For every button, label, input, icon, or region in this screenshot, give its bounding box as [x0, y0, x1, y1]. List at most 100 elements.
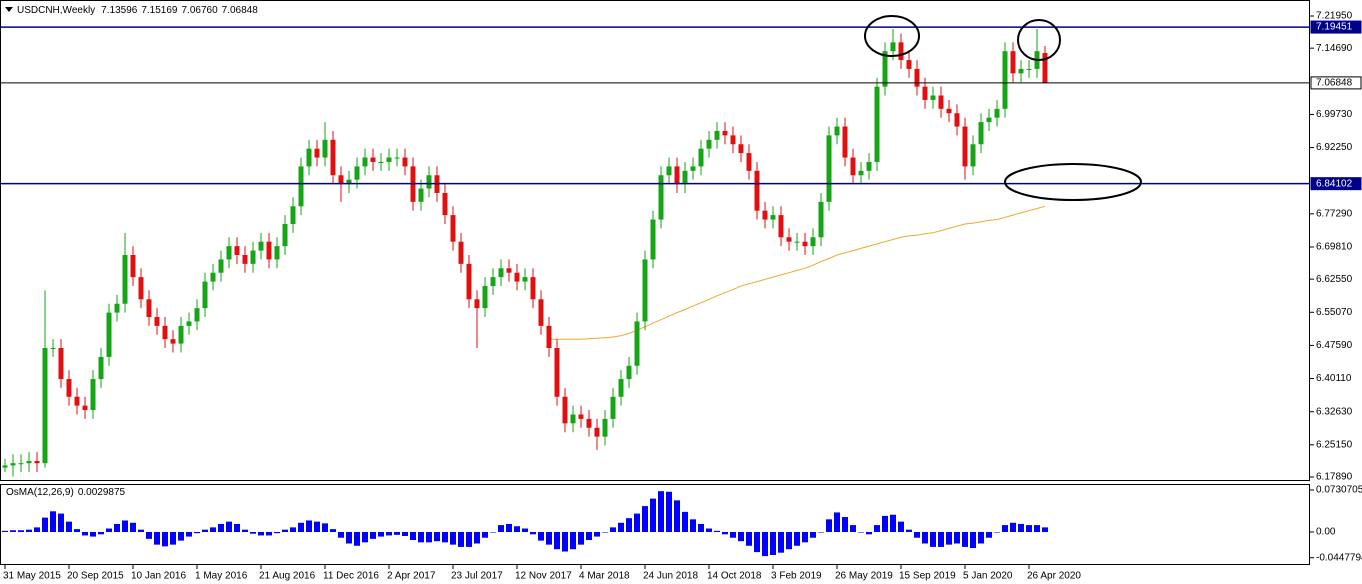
- candle-body: [586, 418, 592, 428]
- candle-body: [690, 166, 696, 171]
- ohlc-close: 7.06848: [222, 5, 259, 16]
- osma-bar: [1002, 525, 1008, 532]
- candle-body: [666, 166, 672, 176]
- candle-body: [906, 60, 912, 69]
- candle-body: [394, 157, 400, 159]
- candle-body: [466, 263, 472, 300]
- candle-body: [1042, 53, 1048, 83]
- osma-bar: [362, 531, 368, 543]
- osma-bar: [82, 531, 88, 536]
- osma-bar: [730, 531, 736, 538]
- osma-bar: [58, 513, 64, 532]
- candle-body: [914, 68, 920, 87]
- osma-bar: [314, 521, 320, 532]
- candle-body: [522, 277, 528, 282]
- candle-body: [842, 126, 848, 158]
- symbol: USDCNH,Weekly: [17, 5, 95, 16]
- candle-body: [1002, 51, 1008, 109]
- osma-bar: [146, 531, 152, 539]
- candle-body: [138, 277, 144, 300]
- osma-bar: [74, 529, 80, 532]
- candle-body: [282, 223, 288, 247]
- y-tick-label: 6.17890: [1316, 472, 1353, 483]
- osma-header: OsMA(12,26,9) 0.0029875: [6, 487, 126, 498]
- osma-bar: [322, 523, 328, 532]
- osma-bar: [178, 531, 184, 541]
- osma-bar: [106, 528, 112, 532]
- level-tag: [1310, 76, 1362, 90]
- osma-bar: [842, 517, 848, 532]
- x-tick-label: 23 Jul 2017: [451, 571, 503, 582]
- x-tick-label: 24 Jun 2018: [643, 571, 698, 582]
- osma-last: 0.0029875: [78, 487, 126, 498]
- candle-body: [354, 166, 360, 180]
- candle-body: [346, 179, 352, 185]
- candle-body: [978, 122, 984, 145]
- osma-bar: [714, 530, 720, 532]
- candle-body: [706, 139, 712, 149]
- menu-arrow[interactable]: [5, 7, 13, 12]
- candle-body: [66, 379, 72, 397]
- osma-bar: [658, 491, 664, 532]
- candle-body: [202, 281, 208, 309]
- osma-bar: [858, 531, 864, 533]
- candle-body: [730, 135, 736, 145]
- candle-body: [82, 405, 88, 411]
- level-label: 7.19451: [1316, 22, 1353, 33]
- osma-bar: [602, 531, 608, 533]
- candle-body: [866, 161, 872, 171]
- candle-body: [450, 215, 456, 242]
- osma-bar: [810, 531, 816, 538]
- osma-bar: [922, 531, 928, 544]
- osma-bar: [274, 531, 280, 534]
- osma-bar: [186, 531, 192, 537]
- osma-bar: [546, 531, 552, 545]
- candle-body: [610, 396, 616, 419]
- candle-body: [178, 325, 184, 344]
- candle-body: [114, 303, 120, 313]
- candle-body: [714, 130, 720, 140]
- osma-bar: [42, 517, 48, 532]
- candle-body: [538, 299, 544, 326]
- osma-bar: [202, 529, 208, 532]
- candle-body: [290, 206, 296, 224]
- candle-body: [322, 139, 328, 158]
- candle-body: [570, 414, 576, 424]
- osma-bar: [130, 522, 136, 532]
- osma-bar: [250, 531, 256, 534]
- y-tick-label: 6.25150: [1316, 439, 1353, 450]
- osma-bar: [10, 530, 16, 532]
- osma-bar: [410, 531, 416, 541]
- candle-body: [634, 321, 640, 366]
- candle-body: [490, 277, 496, 287]
- candle-body: [154, 317, 160, 326]
- osma-bar: [970, 531, 976, 549]
- candle-body: [850, 157, 856, 176]
- x-tick-label: 5 Jan 2020: [963, 571, 1013, 582]
- candle-body: [962, 126, 968, 167]
- osma-bar: [866, 531, 872, 535]
- candle-body: [626, 365, 632, 380]
- candle-body: [266, 241, 272, 260]
- y-tick-label: 6.99730: [1316, 109, 1353, 120]
- osma-bar: [122, 520, 128, 532]
- osma-bar: [666, 491, 672, 532]
- candle-body: [954, 113, 960, 127]
- candle-body: [826, 135, 832, 202]
- osma-bar: [258, 531, 264, 536]
- level-label: 7.06848: [1316, 78, 1353, 89]
- candle-body: [546, 325, 552, 349]
- y-tick-label: 7.14690: [1316, 43, 1353, 54]
- osma-bar: [298, 522, 304, 532]
- moving-average: [549, 205, 1046, 340]
- candle-body: [186, 321, 192, 326]
- osma-bar: [650, 498, 656, 532]
- candle-body: [34, 460, 40, 464]
- x-tick-label: 12 Nov 2017: [515, 571, 572, 582]
- candle-body: [298, 166, 304, 207]
- osma-bar: [906, 529, 912, 532]
- osma-bar: [778, 531, 784, 553]
- candle-body: [234, 246, 240, 255]
- osma-bar: [346, 531, 352, 544]
